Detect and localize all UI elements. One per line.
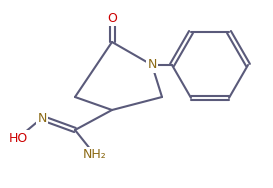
- Text: HO: HO: [8, 131, 28, 145]
- Text: N: N: [147, 58, 157, 71]
- Text: N: N: [37, 111, 47, 124]
- Text: O: O: [107, 11, 117, 24]
- Text: NH₂: NH₂: [83, 149, 107, 161]
